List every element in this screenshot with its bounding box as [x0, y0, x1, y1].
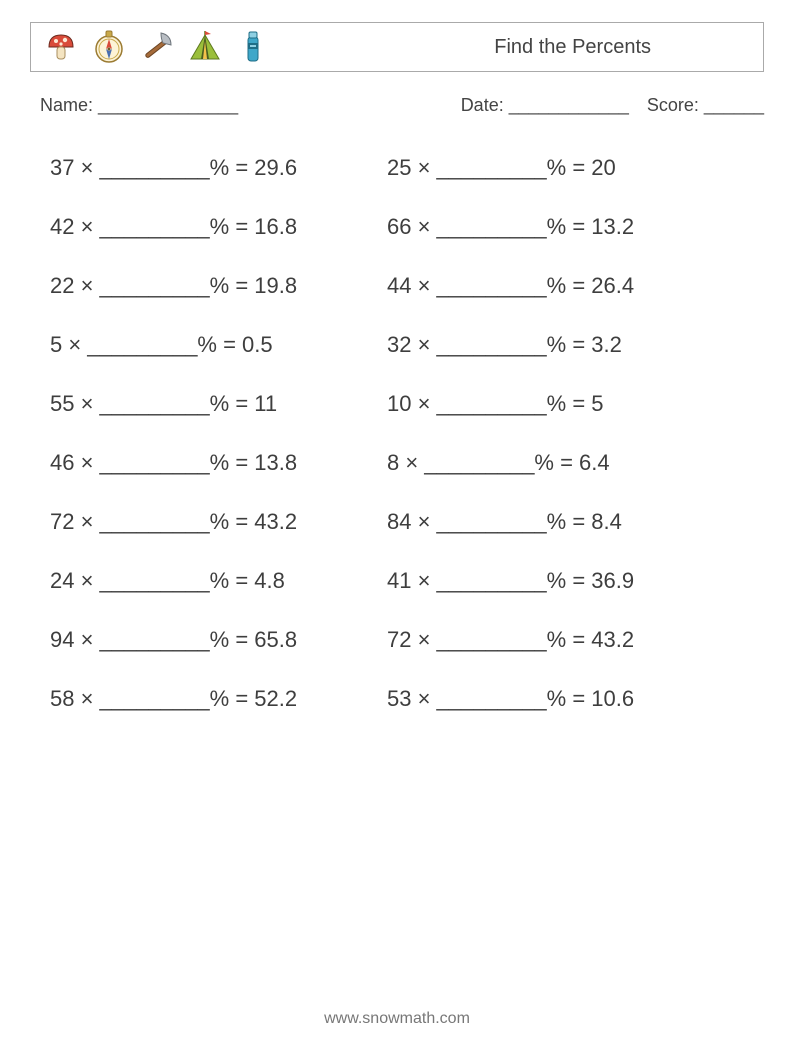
problem-row: 5 × _________% = 0.5: [50, 332, 387, 358]
score-label: Score:: [647, 95, 699, 115]
problem-row: 37 × _________% = 29.6: [50, 155, 387, 181]
problem-row: 72 × _________% = 43.2: [50, 509, 387, 535]
tent-icon: [187, 29, 223, 65]
thermos-icon: [235, 29, 271, 65]
header-box: Find the Percents: [30, 22, 764, 72]
name-label: Name:: [40, 95, 93, 115]
problem-row: 8 × _________% = 6.4: [387, 450, 724, 476]
header-icons: [43, 29, 271, 65]
problem-row: 55 × _________% = 11: [50, 391, 387, 417]
problems-grid: 37 × _________% = 29.625 × _________% = …: [50, 155, 724, 712]
problem-row: 53 × _________% = 10.6: [387, 686, 724, 712]
problem-row: 42 × _________% = 16.8: [50, 214, 387, 240]
problem-row: 46 × _________% = 13.8: [50, 450, 387, 476]
problem-row: 32 × _________% = 3.2: [387, 332, 724, 358]
date-field: Date: ____________: [461, 95, 629, 116]
problem-row: 25 × _________% = 20: [387, 155, 724, 181]
name-field: Name: ______________: [40, 95, 461, 116]
problem-row: 84 × _________% = 8.4: [387, 509, 724, 535]
problem-row: 22 × _________% = 19.8: [50, 273, 387, 299]
problem-row: 44 × _________% = 26.4: [387, 273, 724, 299]
problem-row: 72 × _________% = 43.2: [387, 627, 724, 653]
footer-url: www.snowmath.com: [0, 1010, 794, 1028]
date-blank: ____________: [509, 95, 629, 115]
score-field: Score: ______: [647, 95, 764, 116]
compass-icon: [91, 29, 127, 65]
date-label: Date:: [461, 95, 504, 115]
problem-row: 94 × _________% = 65.8: [50, 627, 387, 653]
name-blank: ______________: [98, 95, 238, 115]
axe-icon: [139, 29, 175, 65]
problem-row: 41 × _________% = 36.9: [387, 568, 724, 594]
problem-row: 10 × _________% = 5: [387, 391, 724, 417]
mushroom-icon: [43, 29, 79, 65]
worksheet-title: Find the Percents: [494, 36, 651, 59]
score-blank: ______: [704, 95, 764, 115]
problem-row: 24 × _________% = 4.8: [50, 568, 387, 594]
problem-row: 66 × _________% = 13.2: [387, 214, 724, 240]
problem-row: 58 × _________% = 52.2: [50, 686, 387, 712]
info-line: Name: ______________ Date: ____________ …: [40, 95, 764, 116]
